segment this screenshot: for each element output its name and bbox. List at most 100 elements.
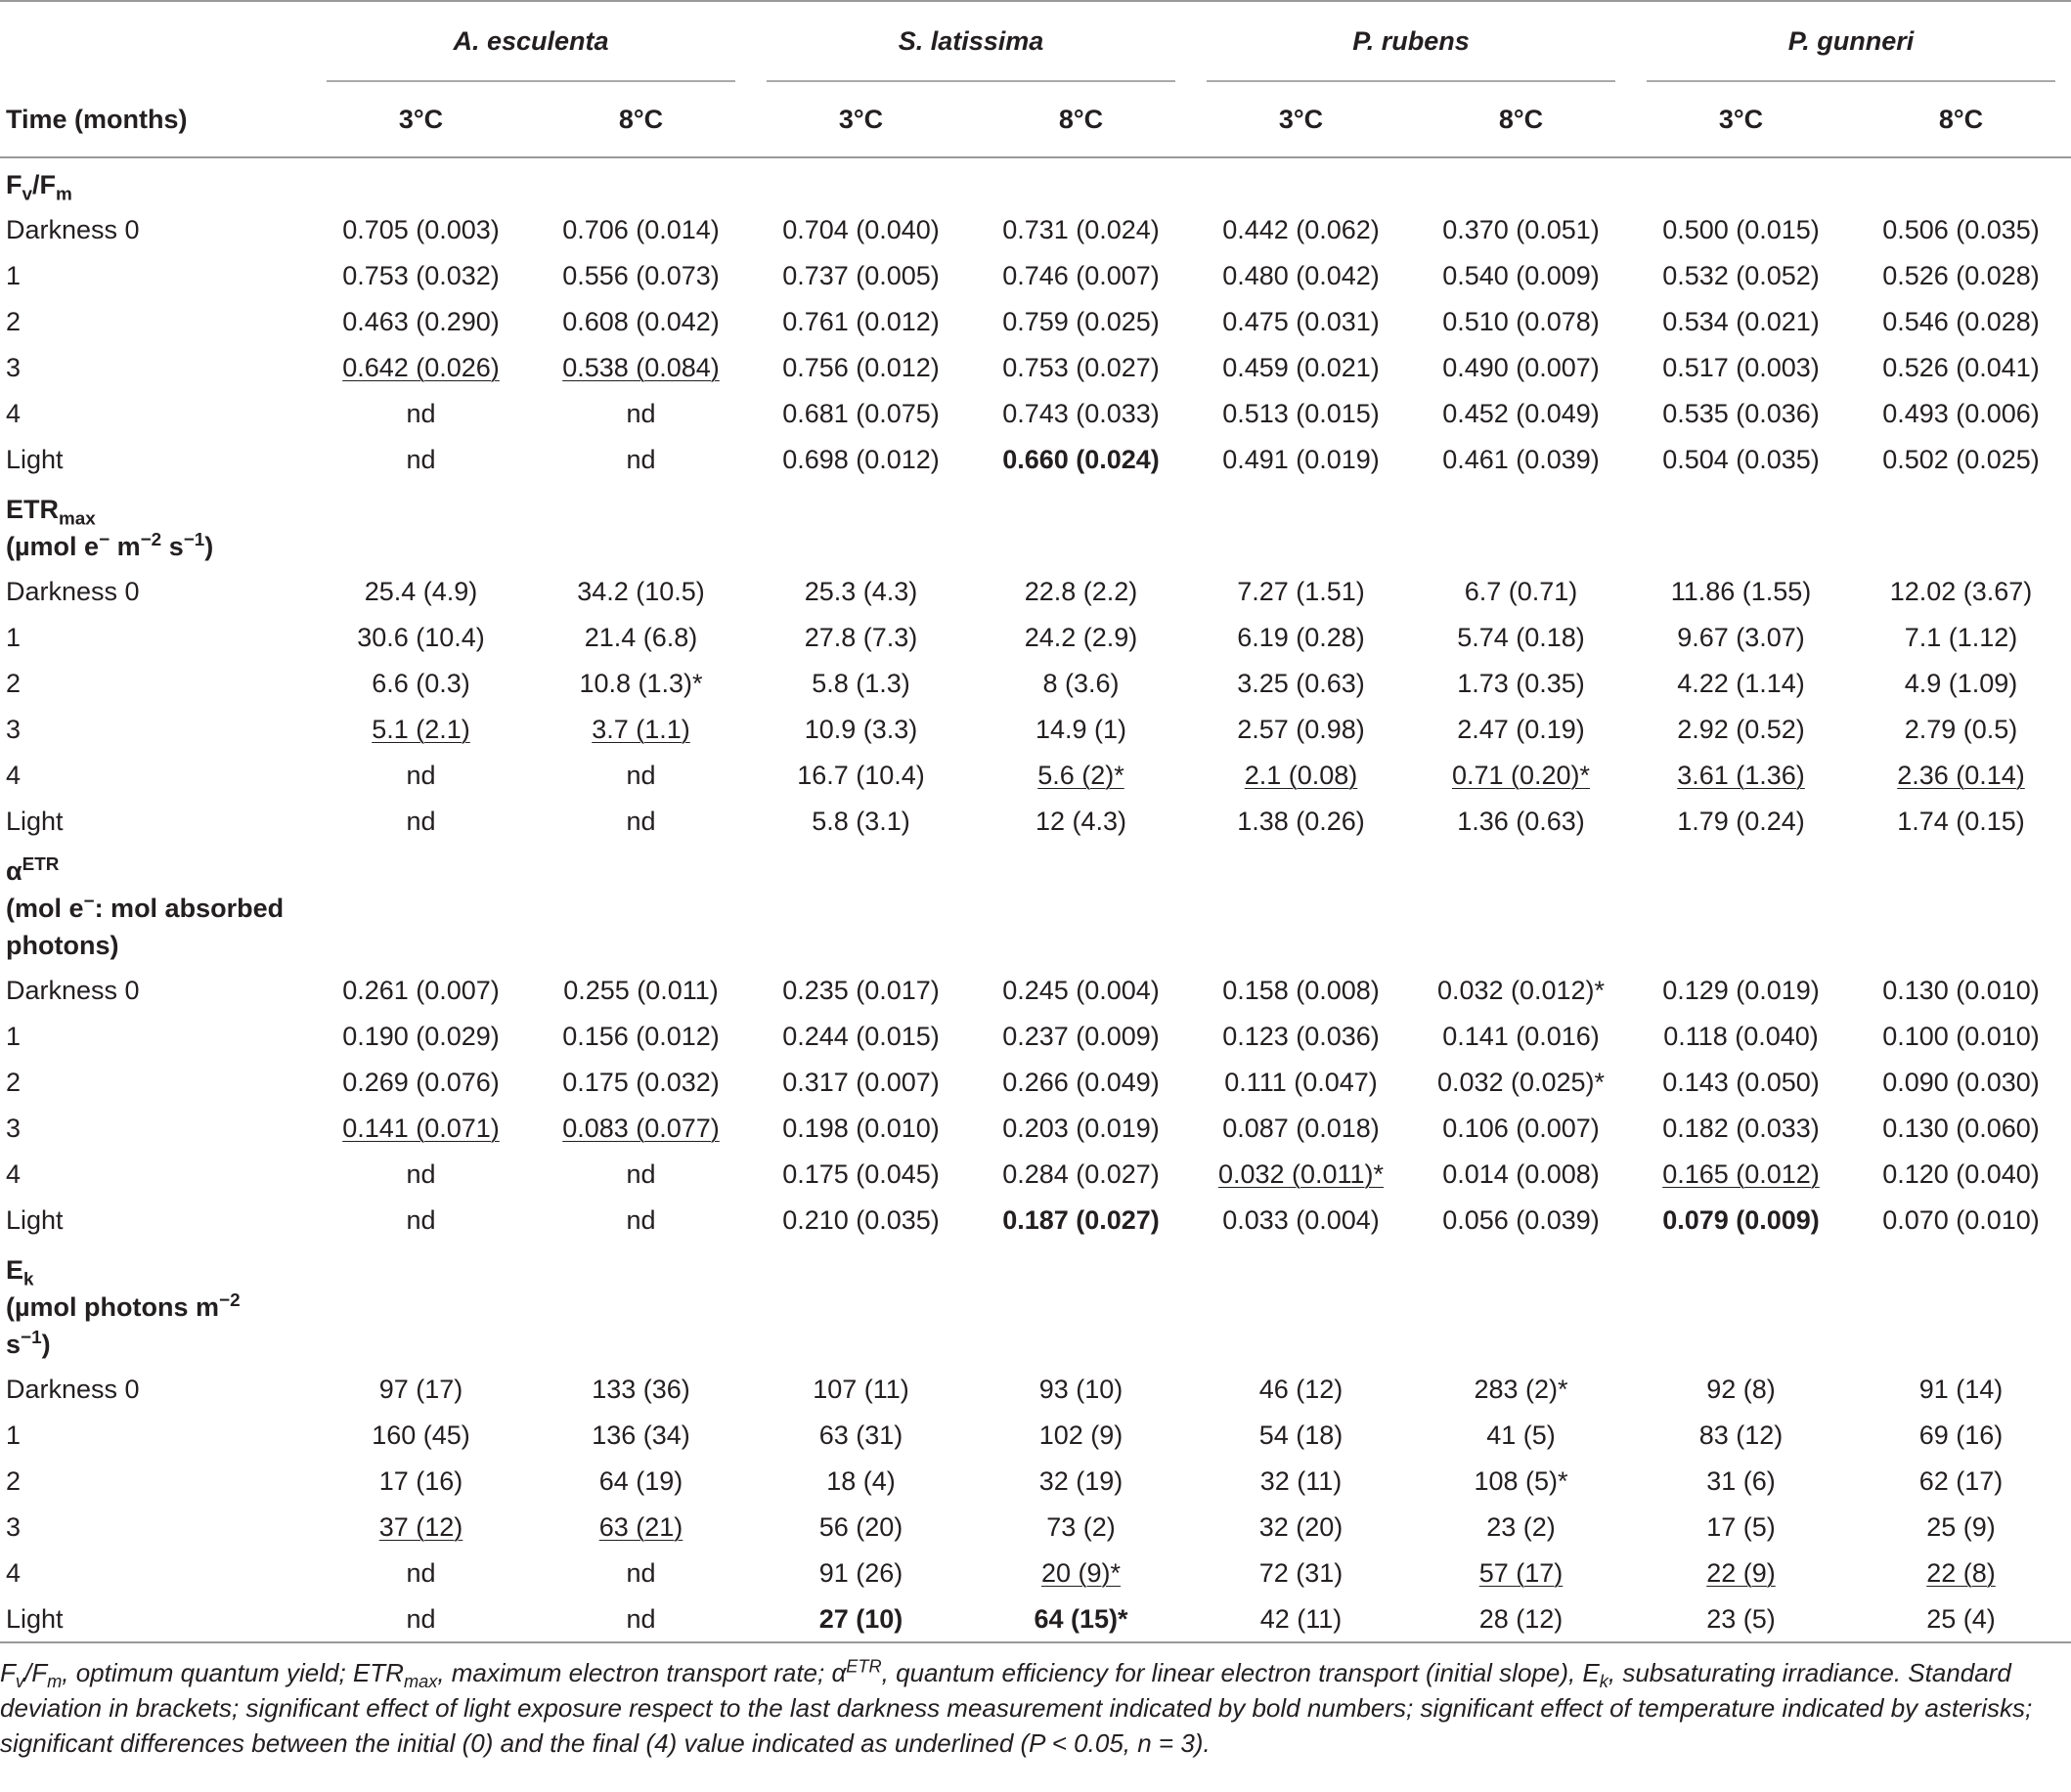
- value-text: 2.36 (0.14): [1897, 761, 2025, 790]
- value-cell: 64 (19): [531, 1459, 751, 1505]
- value-cell: 2.47 (0.19): [1411, 707, 1631, 753]
- value-text: 31 (6): [1706, 1466, 1776, 1496]
- value-text: 0.660 (0.024): [1002, 445, 1160, 474]
- temperature-row: Time (months) 3°C 8°C 3°C 8°C 3°C 8°C 3°C 8°C: [0, 82, 2071, 158]
- blank-cell: [1191, 483, 1411, 569]
- text-segment: ): [204, 532, 214, 561]
- value-text: 0.608 (0.042): [562, 307, 720, 336]
- temperature-label: 8°C: [971, 82, 1191, 158]
- value-text: 6.19 (0.28): [1237, 623, 1365, 652]
- value-text: 0.461 (0.039): [1442, 445, 1600, 474]
- row-label: 4: [6, 399, 22, 428]
- value-cell: 64 (15)*: [971, 1596, 1191, 1642]
- blank-cell: [1631, 157, 1851, 207]
- value-cell: 0.753 (0.027): [971, 345, 1191, 391]
- value-cell: 0.129 (0.019): [1631, 968, 1851, 1014]
- value-text: 0.175 (0.032): [562, 1068, 720, 1097]
- section-header: Ek (µmol photons m−2 s−1): [0, 1244, 2071, 1367]
- blank-cell: [971, 157, 1191, 207]
- blank-cell: [751, 157, 971, 207]
- text-segment: F: [0, 1658, 16, 1687]
- value-cell: 32 (11): [1191, 1459, 1411, 1505]
- value-text: 0.731 (0.024): [1002, 215, 1160, 244]
- value-cell: 0.556 (0.073): [531, 253, 751, 299]
- value-cell: 0.534 (0.021): [1631, 299, 1851, 345]
- value-cell: 0.540 (0.009): [1411, 253, 1631, 299]
- blank-cell: [1191, 845, 1411, 968]
- value-cell: 0.759 (0.025): [971, 299, 1191, 345]
- table-body: A. esculenta S. latissima P. rubens P. gunn…: [0, 1, 2071, 1642]
- value-cell: 0.143 (0.050): [1631, 1060, 1851, 1106]
- value-cell: 0.266 (0.049): [971, 1060, 1191, 1106]
- value-cell: 31 (6): [1631, 1459, 1851, 1505]
- value-text: 283 (2)*: [1474, 1375, 1568, 1404]
- text-segment: ETR: [846, 1656, 882, 1677]
- value-cell: 0.111 (0.047): [1191, 1060, 1411, 1106]
- text-segment: , quantum efficiency for linear electron…: [881, 1658, 1600, 1687]
- value-cell: 5.8 (1.3): [751, 661, 971, 707]
- text-segment: (mol e: [6, 894, 84, 923]
- value-text: 108 (5)*: [1474, 1466, 1568, 1496]
- species-name: A. esculenta: [327, 2, 735, 82]
- value-text: 0.538 (0.084): [562, 353, 720, 382]
- value-cell: 0.317 (0.007): [751, 1060, 971, 1106]
- species-name: P. rubens: [1207, 2, 1615, 82]
- value-cell: 0.141 (0.016): [1411, 1014, 1631, 1060]
- value-text: 0.237 (0.009): [1002, 1022, 1160, 1051]
- value-cell: 0.513 (0.015): [1191, 391, 1411, 437]
- value-cell: 0.056 (0.039): [1411, 1198, 1631, 1244]
- value-cell: 0.71 (0.20)*: [1411, 753, 1631, 799]
- value-cell: 0.538 (0.084): [531, 345, 751, 391]
- value-text: 30.6 (10.4): [357, 623, 485, 652]
- value-cell: 3.7 (1.1): [531, 707, 751, 753]
- value-text: 0.284 (0.027): [1002, 1159, 1160, 1189]
- value-cell: 0.746 (0.007): [971, 253, 1191, 299]
- value-cell: nd: [531, 391, 751, 437]
- value-text: 1.36 (0.63): [1457, 807, 1585, 836]
- text-segment: k: [23, 1269, 34, 1290]
- value-cell: 23 (2): [1411, 1505, 1631, 1551]
- value-text: 3.25 (0.63): [1237, 669, 1365, 698]
- data-row: 3 0.141 (0.071) 0.083 (0.077) 0.198 (0.010)…: [0, 1106, 2071, 1152]
- value-cell: 25.4 (4.9): [311, 569, 531, 615]
- species-cell: P. gunneri: [1631, 1, 2071, 82]
- text-segment: v: [15, 1672, 24, 1692]
- value-cell: 62 (17): [1851, 1459, 2071, 1505]
- value-text: 0.203 (0.019): [1002, 1114, 1160, 1143]
- data-row: 2 6.6 (0.3) 10.8 (1.3)* 5.8 (1.3) 8 (3.6) 3.2…: [0, 661, 2071, 707]
- value-text: 1.74 (0.15): [1897, 807, 2025, 836]
- parameter-name: Ek: [6, 1251, 291, 1289]
- value-cell: 0.463 (0.290): [311, 299, 531, 345]
- text-segment: v: [22, 184, 33, 205]
- data-row: Light nd nd 0.698 (0.012) 0.660 (0.024) 0.491…: [0, 437, 2071, 483]
- blank-cell: [751, 483, 971, 569]
- value-text: 0.130 (0.010): [1882, 976, 2040, 1005]
- value-text: 0.490 (0.007): [1442, 353, 1600, 382]
- value-cell: 0.118 (0.040): [1631, 1014, 1851, 1060]
- value-text: nd: [626, 761, 656, 790]
- value-cell: 0.087 (0.018): [1191, 1106, 1411, 1152]
- value-text: 2.47 (0.19): [1457, 715, 1585, 744]
- row-label: 3: [6, 715, 22, 744]
- value-cell: 17 (5): [1631, 1505, 1851, 1551]
- text-segment: F: [6, 170, 22, 199]
- value-cell: nd: [311, 391, 531, 437]
- value-text: 17 (16): [378, 1466, 463, 1496]
- value-cell: 1.38 (0.26): [1191, 799, 1411, 845]
- value-cell: 5.74 (0.18): [1411, 615, 1631, 661]
- value-cell: 21.4 (6.8): [531, 615, 751, 661]
- value-text: 92 (8): [1706, 1375, 1776, 1404]
- blank-cell: [1851, 483, 2071, 569]
- value-text: 0.079 (0.009): [1662, 1205, 1820, 1235]
- value-cell: 72 (31): [1191, 1551, 1411, 1596]
- value-cell: 0.182 (0.033): [1631, 1106, 1851, 1152]
- value-text: 3.7 (1.1): [592, 715, 690, 744]
- value-cell: 102 (9): [971, 1413, 1191, 1459]
- value-text: 0.743 (0.033): [1002, 399, 1160, 428]
- text-segment: /F: [23, 1658, 48, 1687]
- value-text: nd: [406, 761, 436, 790]
- row-label: 1: [6, 1420, 22, 1450]
- value-text: 1.38 (0.26): [1237, 807, 1365, 836]
- value-cell: 0.130 (0.010): [1851, 968, 2071, 1014]
- value-text: 32 (11): [1259, 1466, 1343, 1496]
